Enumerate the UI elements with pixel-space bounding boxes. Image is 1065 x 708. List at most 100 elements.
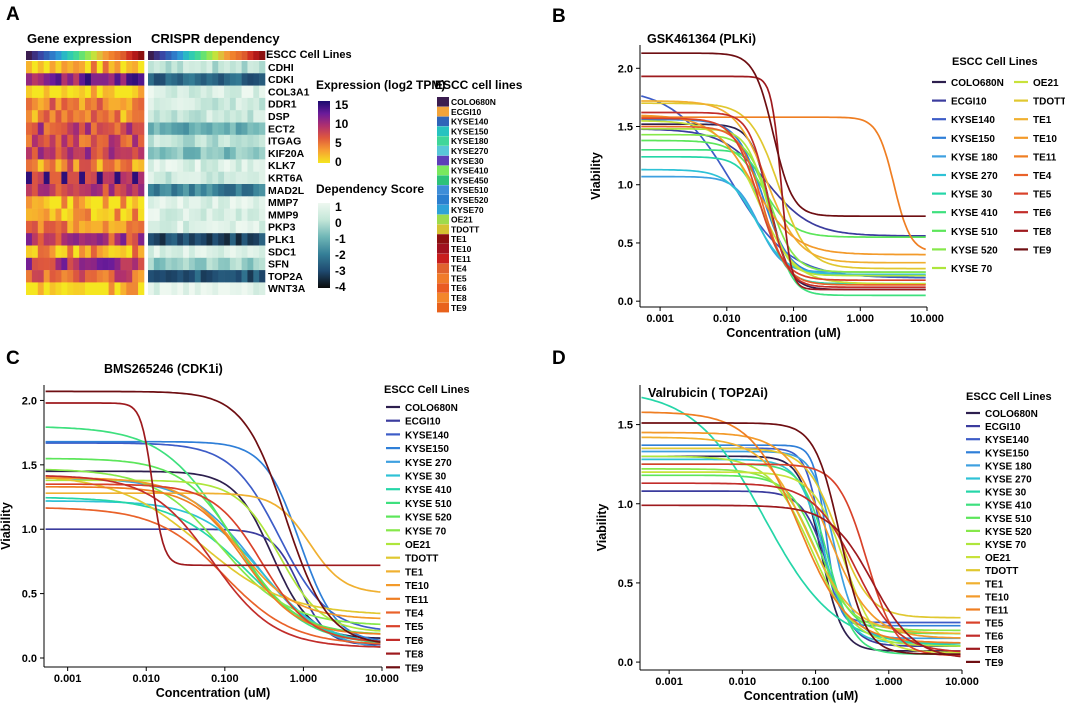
expression-cell <box>79 196 86 209</box>
expression-cell <box>55 282 62 295</box>
expression-cell <box>120 270 127 283</box>
expression-cell <box>43 220 50 234</box>
cell-line-legend-swatch <box>437 126 449 136</box>
cell-line-swatch <box>224 51 231 60</box>
cell-line-legend-label: KYSE180 <box>451 136 489 146</box>
dependency-cell <box>200 134 207 148</box>
expression-cell <box>102 257 109 271</box>
expression-cell <box>108 282 115 295</box>
dependency-cell <box>247 73 254 86</box>
dependency-cell <box>183 233 190 246</box>
dependency-cell <box>177 134 184 148</box>
expression-tick-label: 15 <box>335 98 349 112</box>
expression-cell <box>85 233 92 246</box>
expression-cell <box>31 134 39 148</box>
expression-cell <box>67 245 74 259</box>
expression-cell <box>138 122 145 136</box>
expression-cell <box>96 270 103 283</box>
dependency-cell <box>194 171 201 185</box>
dependency-cell <box>206 245 213 259</box>
x-tick-label: 0.010 <box>713 313 741 325</box>
expression-cell <box>73 196 80 209</box>
expression-cell <box>37 122 44 136</box>
panel-letter-d: D <box>552 348 566 369</box>
legend-label: KYSE 270 <box>405 458 452 469</box>
expression-cell <box>85 73 92 86</box>
legend-label: TE10 <box>405 581 429 592</box>
dependency-cell <box>183 208 190 222</box>
dependency-tick-label: 0 <box>335 216 342 230</box>
heatmap-panel: Gene expression CRISPR dependency ESCC C… <box>26 31 523 313</box>
dependency-cell <box>177 122 184 136</box>
expression-cell <box>114 110 121 123</box>
cell-line-swatch <box>229 51 237 60</box>
dependency-heatmap <box>148 61 266 295</box>
expression-cell <box>26 171 33 185</box>
expression-legend-gradient <box>318 101 330 163</box>
expression-cell <box>55 171 62 185</box>
gene-label: KRT6A <box>268 173 303 185</box>
dependency-tick-label: -2 <box>335 248 346 262</box>
expression-cell <box>43 85 50 99</box>
dependency-cell <box>229 245 237 259</box>
expression-cell <box>43 282 50 295</box>
legend-label: TDOTT <box>405 554 438 565</box>
cell-line-swatch <box>247 51 254 60</box>
expression-cell <box>67 257 74 271</box>
dependency-cell <box>171 110 178 123</box>
dependency-cell <box>183 61 190 74</box>
y-axis-title: Viability <box>595 504 609 552</box>
expression-cell <box>73 184 80 197</box>
dependency-cell <box>259 110 266 123</box>
legend-label: COLO680N <box>951 78 1004 89</box>
cell-line-legend-label: TE8 <box>451 293 467 303</box>
dependency-cell <box>183 122 190 136</box>
cell-line-swatch <box>85 51 92 60</box>
expression-cell <box>96 245 103 259</box>
dependency-cell <box>241 73 248 86</box>
dependency-cell <box>194 184 201 197</box>
dependency-cell <box>218 233 225 246</box>
y-axis-title: Viability <box>0 502 13 550</box>
expression-cell <box>49 61 56 74</box>
dependency-cell <box>183 220 190 234</box>
expression-cell <box>120 147 127 160</box>
dependency-cell <box>235 159 242 172</box>
dependency-cell <box>212 61 219 74</box>
expression-cell <box>61 270 68 283</box>
expression-cell <box>126 196 133 209</box>
expression-cell <box>85 257 92 271</box>
legend-label: TE4 <box>1033 171 1052 182</box>
dependency-cell <box>159 282 166 295</box>
dependency-cell <box>159 122 166 136</box>
expression-cell <box>85 282 92 295</box>
dependency-cell <box>229 73 237 86</box>
expression-cell <box>114 147 121 160</box>
dependency-cell <box>212 85 219 99</box>
dependency-cell <box>200 257 207 271</box>
series-line <box>641 444 961 627</box>
dependency-cell <box>194 134 201 148</box>
legend-label: TE1 <box>1033 115 1052 126</box>
expression-cell <box>138 233 145 246</box>
expression-cell <box>120 184 127 197</box>
expression-cell <box>102 233 109 246</box>
expression-cell <box>120 85 127 99</box>
expression-cell <box>37 196 44 209</box>
expression-cell <box>61 184 68 197</box>
dependency-cell <box>206 184 213 197</box>
expression-cell <box>79 110 86 123</box>
y-tick-label: 1.5 <box>22 460 37 472</box>
expression-cell <box>61 122 68 136</box>
expression-cell <box>132 85 139 99</box>
legend-label: TE9 <box>405 663 424 674</box>
dependency-cell <box>247 233 254 246</box>
expression-cell <box>114 122 121 136</box>
expression-cell <box>132 147 139 160</box>
dependency-cell <box>259 171 266 185</box>
cell-line-legend-swatch <box>437 165 449 176</box>
dependency-cell <box>153 110 160 123</box>
dependency-cell <box>183 257 190 271</box>
cell-line-legend-label: ECGI10 <box>451 107 482 117</box>
expression-cell <box>108 257 115 271</box>
